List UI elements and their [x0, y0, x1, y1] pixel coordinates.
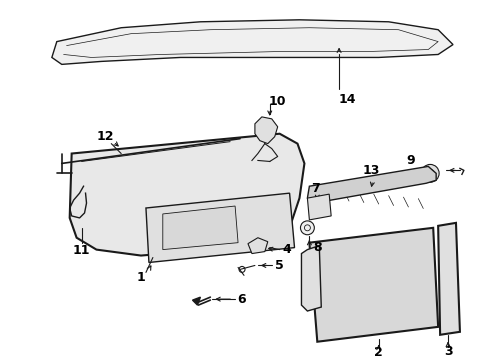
- Polygon shape: [193, 297, 200, 305]
- Text: 2: 2: [374, 346, 383, 359]
- Polygon shape: [307, 166, 436, 203]
- Polygon shape: [301, 246, 321, 311]
- Text: 3: 3: [444, 345, 452, 358]
- Text: 4: 4: [282, 243, 291, 256]
- Text: 10: 10: [269, 95, 287, 108]
- Circle shape: [421, 165, 439, 182]
- Polygon shape: [146, 193, 294, 262]
- Polygon shape: [309, 228, 438, 342]
- Polygon shape: [248, 238, 268, 253]
- Text: 12: 12: [97, 130, 114, 143]
- Text: 13: 13: [362, 164, 379, 177]
- Text: 11: 11: [73, 244, 90, 257]
- Text: 5: 5: [275, 259, 284, 272]
- Text: 14: 14: [338, 93, 356, 105]
- Circle shape: [300, 221, 315, 235]
- Text: 8: 8: [313, 241, 321, 254]
- Text: 9: 9: [406, 154, 415, 167]
- Polygon shape: [70, 134, 304, 256]
- Text: 6: 6: [238, 293, 246, 306]
- Text: 1: 1: [137, 271, 146, 284]
- Polygon shape: [255, 117, 278, 144]
- Polygon shape: [52, 20, 453, 64]
- Polygon shape: [163, 206, 238, 249]
- Polygon shape: [307, 194, 331, 220]
- Text: 7: 7: [311, 182, 319, 195]
- Polygon shape: [438, 223, 460, 335]
